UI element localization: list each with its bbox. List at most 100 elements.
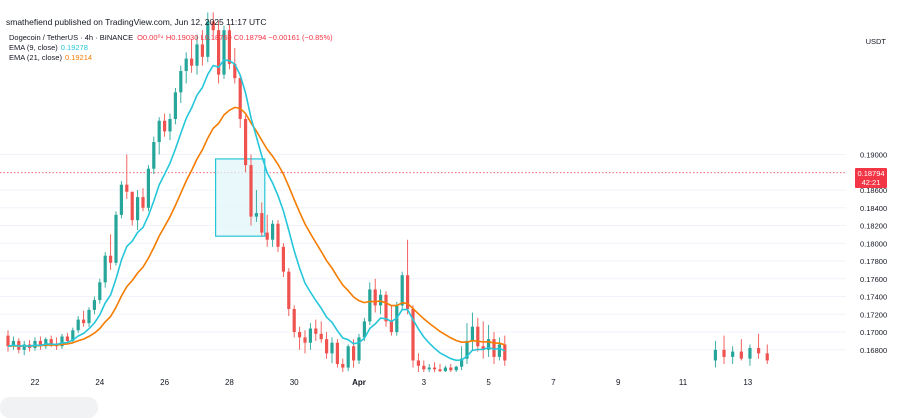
candle <box>6 335 10 347</box>
symbol-row[interactable]: Dogecoin / TetherUS · 4h · BINANCE O0.00⁰… <box>9 33 333 43</box>
candle <box>103 255 107 283</box>
candle <box>335 342 339 365</box>
y-tick-label: 0.18600 <box>860 186 887 195</box>
candle <box>136 197 140 221</box>
candle <box>206 21 210 57</box>
candle <box>400 275 404 306</box>
candle <box>303 337 307 343</box>
candle <box>368 289 372 322</box>
trailing-candle <box>731 351 735 357</box>
currency-label[interactable]: USDT <box>865 37 886 46</box>
candle <box>330 342 334 354</box>
legend: Dogecoin / TetherUS · 4h · BINANCE O0.00⁰… <box>9 33 333 63</box>
blurred-overlay <box>0 397 98 418</box>
ema21-label: EMA (21, close) <box>9 53 62 62</box>
trailing-candle <box>713 349 717 361</box>
candle <box>141 197 145 208</box>
candle <box>503 344 507 361</box>
x-tick-label: 11 <box>679 378 688 387</box>
candle <box>389 321 393 333</box>
candle <box>92 300 96 310</box>
last-price-badge: 0.18794 42:21 <box>855 167 887 188</box>
y-tick-label: 0.18000 <box>860 239 887 248</box>
candle <box>76 319 80 331</box>
candle <box>497 344 501 357</box>
candle <box>362 321 366 338</box>
candle <box>211 21 215 31</box>
bar-countdown: 42:21 <box>861 177 881 187</box>
candle <box>44 339 48 347</box>
candle <box>379 294 383 306</box>
candle <box>163 120 167 132</box>
candle <box>449 367 453 371</box>
x-tick-label: 7 <box>551 378 556 387</box>
candle <box>254 213 258 217</box>
ema21-line <box>7 106 506 348</box>
x-tick-label: Apr <box>352 378 366 387</box>
candle <box>82 319 86 324</box>
ema9-row[interactable]: EMA (9, close) 0.19278 <box>9 43 333 53</box>
candle <box>222 30 226 75</box>
candle <box>233 63 237 79</box>
candle <box>454 366 458 371</box>
candle <box>38 340 42 347</box>
trailing-candle <box>748 348 752 359</box>
candle <box>157 120 161 143</box>
candle <box>287 271 291 309</box>
candle <box>200 44 204 57</box>
axis-layer: 0.19000 0.18600 0.18400 0.18200 0.18000 0.178… <box>31 150 888 387</box>
trailing-candle <box>739 351 743 359</box>
candle <box>281 246 285 272</box>
candle <box>298 332 302 338</box>
candle <box>314 328 318 334</box>
candle-layer <box>6 12 769 372</box>
candle <box>325 339 329 354</box>
candle <box>119 184 123 215</box>
y-tick-label: 0.18200 <box>860 222 887 231</box>
candle <box>190 58 194 66</box>
candle <box>384 294 388 322</box>
ema21-row[interactable]: EMA (21, close) 0.19214 <box>9 53 333 63</box>
candle <box>244 118 248 166</box>
candle <box>125 184 129 192</box>
ema-layer <box>7 59 506 362</box>
candle <box>460 358 464 367</box>
candle <box>422 365 426 370</box>
candle <box>492 339 496 357</box>
trailing-candle <box>765 353 769 361</box>
ema9-value: 0.19278 <box>60 43 88 52</box>
candle <box>443 367 447 372</box>
ema21-value: 0.19214 <box>64 53 93 62</box>
candle <box>60 336 64 347</box>
candle <box>465 340 469 359</box>
x-tick-label: 22 <box>31 378 40 387</box>
candle <box>481 346 485 350</box>
candle <box>265 232 269 240</box>
candle <box>184 58 188 72</box>
candle <box>179 71 183 93</box>
x-tick-label: 30 <box>290 378 299 387</box>
y-tick-label: 0.17000 <box>860 328 887 337</box>
x-tick-label: 26 <box>160 378 169 387</box>
candle <box>346 346 350 368</box>
candle <box>271 223 275 240</box>
candle <box>146 168 150 208</box>
candle <box>341 364 345 368</box>
candle <box>11 340 15 347</box>
candle <box>87 309 91 324</box>
candle <box>22 344 26 350</box>
y-tick-label: 0.17600 <box>860 275 887 284</box>
symbol-name: Dogecoin / TetherUS · 4h · BINANCE <box>9 33 134 42</box>
y-tick-label: 0.19000 <box>860 150 887 159</box>
candle <box>373 289 377 306</box>
y-tick-label: 0.17800 <box>860 257 887 266</box>
candle <box>130 191 134 221</box>
candle <box>487 339 491 350</box>
candle <box>276 223 280 247</box>
x-tick-label: 9 <box>616 378 621 387</box>
trailing-candle <box>757 348 761 354</box>
candle <box>292 308 296 333</box>
y-tick-label: 0.16800 <box>860 346 887 355</box>
candle <box>411 308 415 361</box>
